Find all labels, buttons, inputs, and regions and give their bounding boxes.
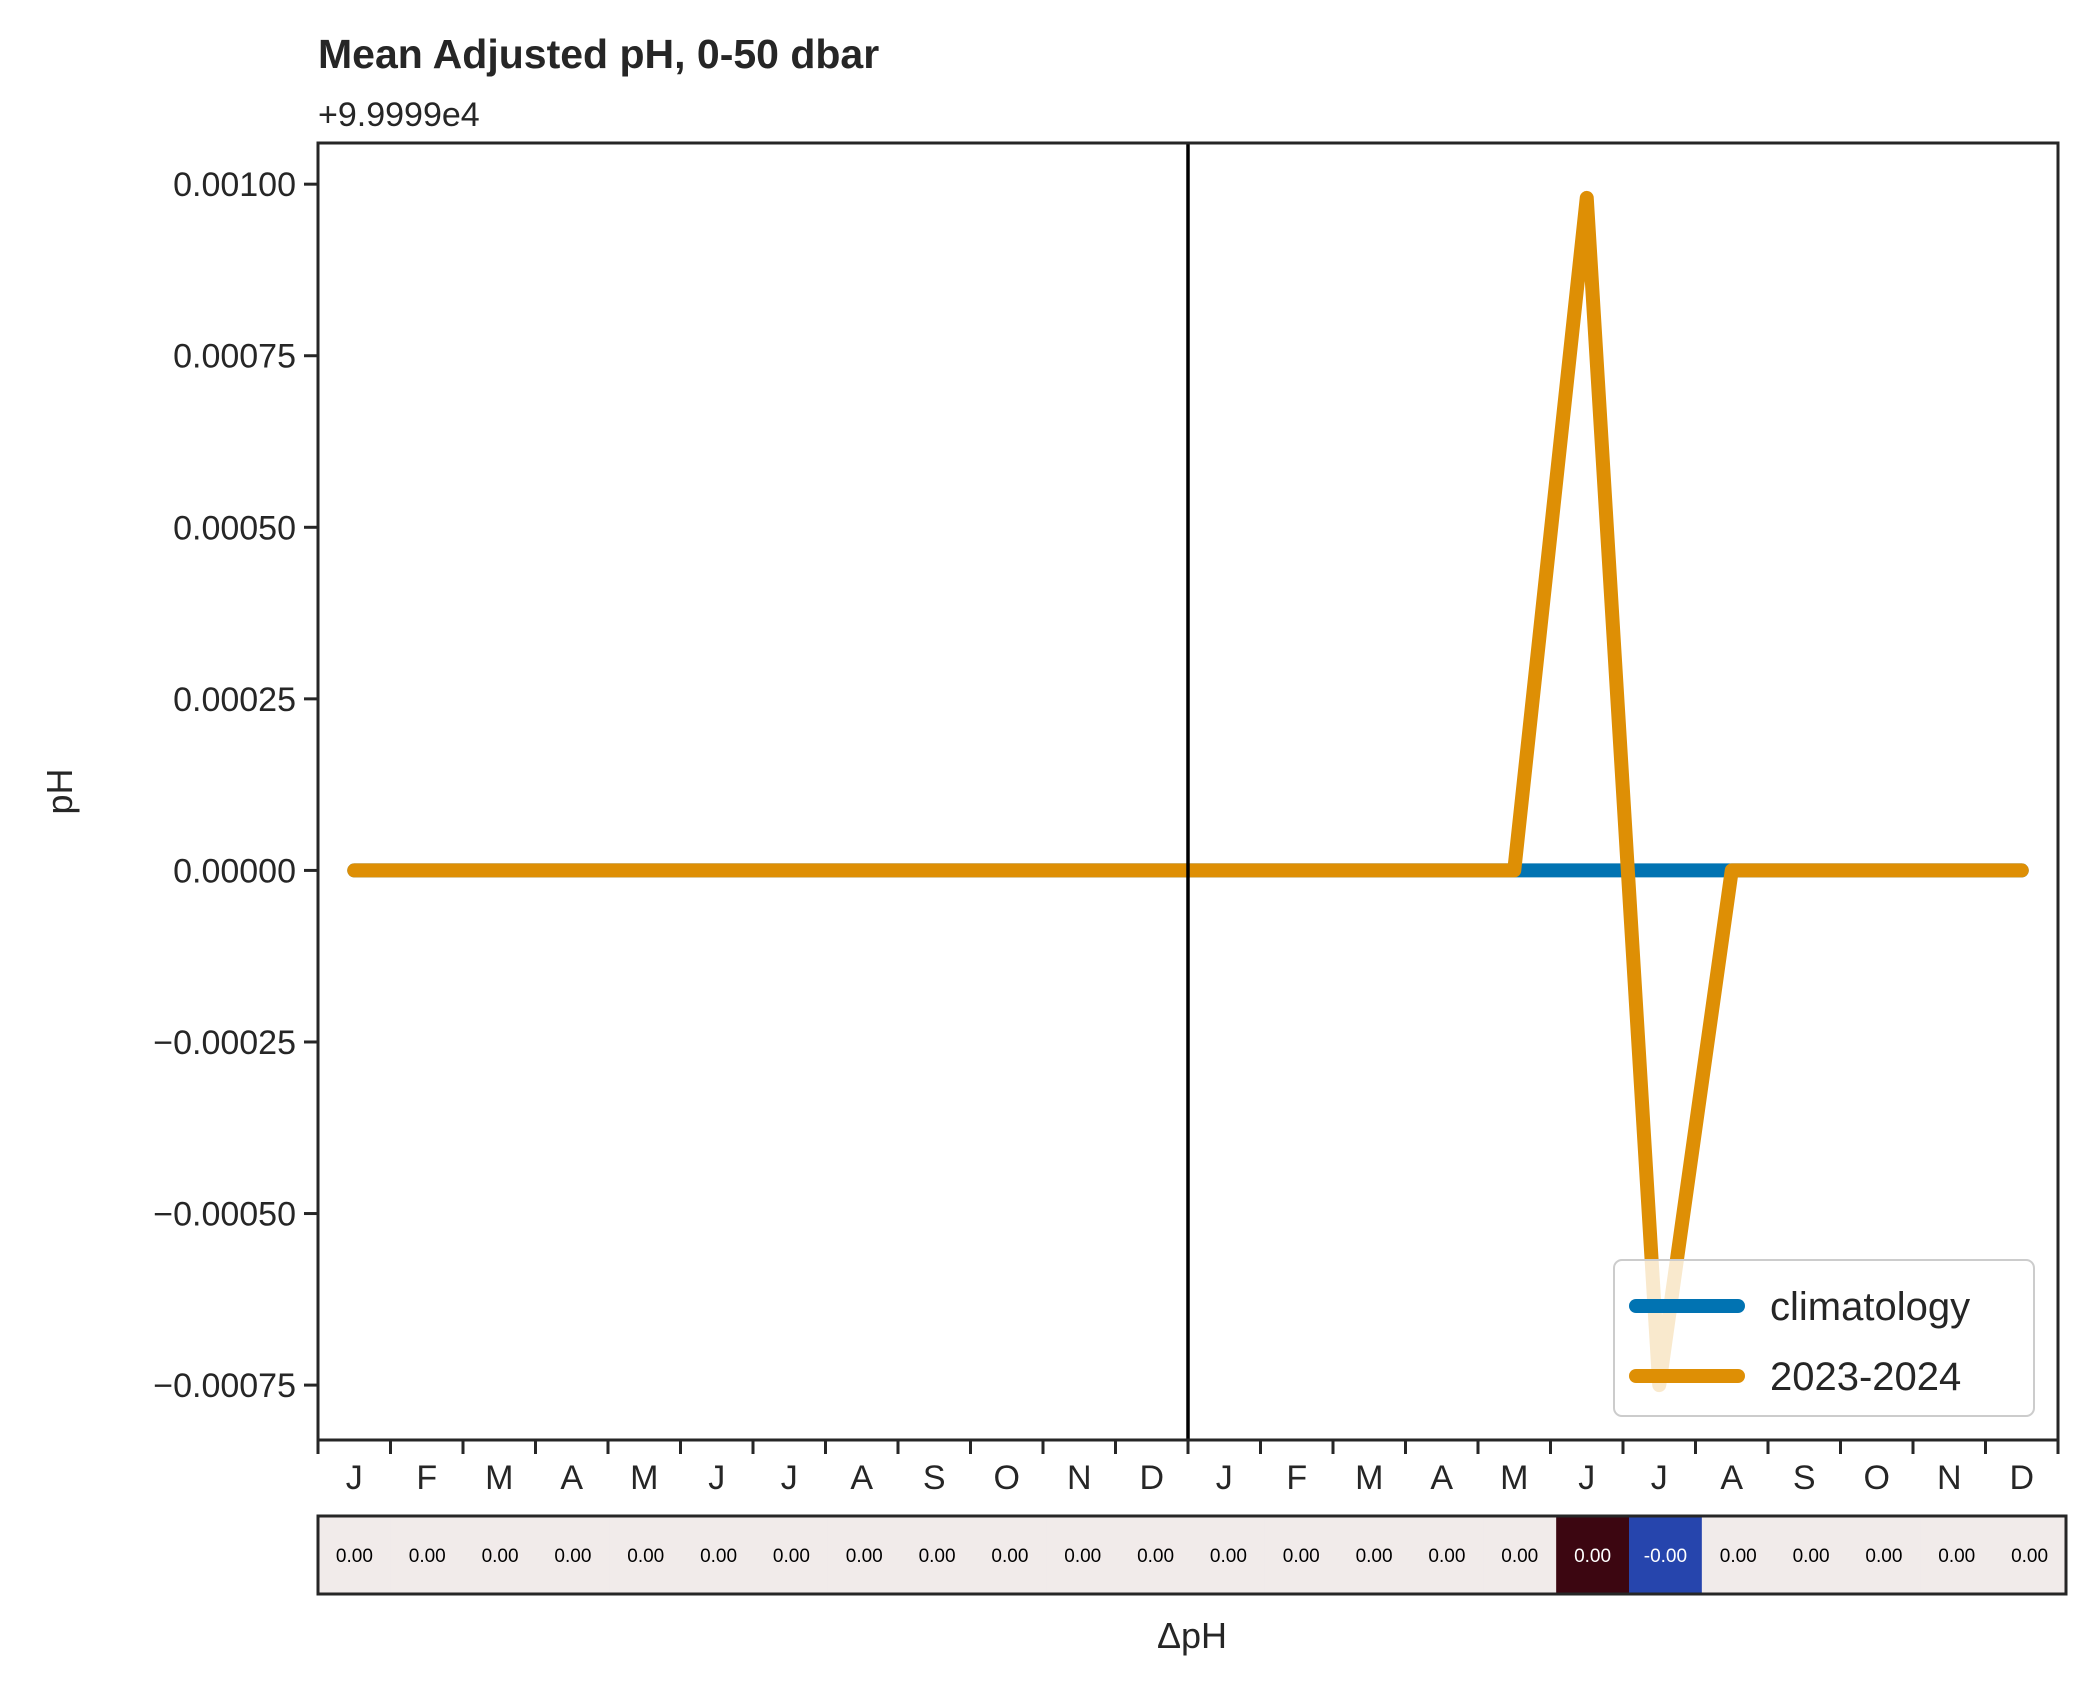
x-tick-label: F <box>1286 1459 1307 1497</box>
delta-cell <box>390 1516 465 1594</box>
delta-cell-label: 0.00 <box>2011 1546 2048 1567</box>
delta-ph-strip: 0.00 0.00 0.00 0.00 0.00 0.00 0.00 0.00 0.00 0.00… <box>316 1514 2068 1596</box>
delta-strip-frame <box>316 1514 2068 1596</box>
delta-cell-label: 0.00 <box>846 1546 883 1567</box>
x-tick-label: J <box>1651 1459 1668 1497</box>
x-tick-label: F <box>416 1459 437 1497</box>
delta-cell-label: 0.00 <box>991 1546 1028 1567</box>
x-tick-label: N <box>1067 1459 1092 1497</box>
delta-cell <box>1483 1516 1557 1594</box>
delta-cell-label: 0.00 <box>554 1546 591 1567</box>
delta-cell <box>1701 1516 1776 1594</box>
delta-cell <box>1556 1516 1630 1594</box>
delta-cell <box>682 1516 756 1594</box>
x-tick-label: A <box>1720 1459 1743 1497</box>
y-tick-label: 0.00075 <box>173 338 296 376</box>
delta-cell <box>900 1516 974 1594</box>
delta-cell-label: 0.00 <box>773 1546 810 1567</box>
y-tick-label: −0.00050 <box>153 1196 296 1234</box>
delta-cell <box>973 1516 1047 1594</box>
legend: climatology 2023-2024 <box>1613 1259 2035 1417</box>
x-tick-label: D <box>1139 1459 1164 1497</box>
delta-cell <box>1993 1516 2067 1594</box>
legend-label: climatology <box>1770 1285 1970 1329</box>
x-tick-label: M <box>1500 1459 1528 1497</box>
y-axis: 0.00100 0.00075 0.00050 0.00025 0.00000 −0.00… <box>153 166 318 1405</box>
y-tick-label: 0.00025 <box>173 681 296 719</box>
delta-cell <box>827 1516 902 1594</box>
delta-cell-label: 0.00 <box>409 1546 446 1567</box>
delta-cell <box>609 1516 683 1594</box>
y-tick-label: 0.00050 <box>173 509 296 547</box>
legend-label: 2023-2024 <box>1770 1355 1961 1399</box>
x-tick-label: J <box>346 1459 363 1497</box>
x-tick-label: J <box>708 1459 725 1497</box>
delta-cell <box>1410 1516 1484 1594</box>
y-tick-label: −0.00075 <box>153 1367 296 1405</box>
x-tick-label: A <box>560 1459 583 1497</box>
delta-cell-label: 0.00 <box>1574 1546 1611 1567</box>
x-tick-label: J <box>1216 1459 1233 1497</box>
delta-cell-label: 0.00 <box>1064 1546 1101 1567</box>
delta-cell-label: 0.00 <box>1137 1546 1174 1567</box>
delta-cell-label: 0.00 <box>700 1546 737 1567</box>
y-tick-label: 0.00100 <box>173 166 296 204</box>
delta-cell <box>755 1516 829 1594</box>
delta-cell-label: 0.00 <box>1865 1546 1902 1567</box>
y-tick-label: 0.00000 <box>173 852 296 890</box>
x-tick-label: S <box>1793 1459 1816 1497</box>
delta-cell-label: 0.00 <box>1283 1546 1320 1567</box>
x-tick-label: J <box>1578 1459 1595 1497</box>
x-tick-label: D <box>2009 1459 2034 1497</box>
delta-cell-label: 0.00 <box>627 1546 664 1567</box>
delta-cell <box>318 1516 392 1594</box>
delta-cell-label: 0.00 <box>919 1546 956 1567</box>
x-tick-label: M <box>1355 1459 1383 1497</box>
delta-cell <box>536 1516 610 1594</box>
delta-cell-label: 0.00 <box>1501 1546 1538 1567</box>
delta-cell <box>1046 1516 1120 1594</box>
delta-cell-label: 0.00 <box>1428 1546 1465 1567</box>
delta-cell <box>1847 1516 1921 1594</box>
plot-frame <box>316 141 2060 1442</box>
y-tick-label: −0.00025 <box>153 1024 296 1062</box>
delta-cell-label: 0.00 <box>482 1546 519 1567</box>
x-tick-label: S <box>923 1459 946 1497</box>
delta-cell <box>1774 1516 1848 1594</box>
delta-cell-label: 0.00 <box>1720 1546 1757 1567</box>
y-offset-label: +9.9999e4 <box>318 96 480 134</box>
x-tick-label: M <box>630 1459 658 1497</box>
delta-cell <box>1264 1516 1339 1594</box>
delta-cell-label: 0.00 <box>1938 1546 1975 1567</box>
delta-cell <box>1119 1516 1193 1594</box>
delta-cell-label: 0.00 <box>1210 1546 1247 1567</box>
chart-title: Mean Adjusted pH, 0-50 dbar <box>318 31 879 77</box>
x-tick-label: A <box>1430 1459 1453 1497</box>
delta-cell <box>1920 1516 1994 1594</box>
x-tick-label: J <box>781 1459 798 1497</box>
x-tick-label: M <box>485 1459 513 1497</box>
x-tick-label: O <box>994 1459 1020 1497</box>
y-axis-label: pH <box>39 768 80 814</box>
x-tick-label: O <box>1864 1459 1890 1497</box>
x-axis-label: ΔpH <box>1157 1615 1227 1656</box>
delta-cell <box>1629 1516 1703 1594</box>
delta-cell-label: 0.00 <box>336 1546 373 1567</box>
delta-cell <box>1337 1516 1411 1594</box>
delta-cell-label: 0.00 <box>1793 1546 1830 1567</box>
delta-cell-label: -0.00 <box>1644 1546 1687 1567</box>
x-tick-label: N <box>1937 1459 1962 1497</box>
delta-cell-label: 0.00 <box>1356 1546 1393 1567</box>
delta-cell <box>463 1516 537 1594</box>
delta-cell <box>1192 1516 1266 1594</box>
x-tick-label: A <box>850 1459 873 1497</box>
